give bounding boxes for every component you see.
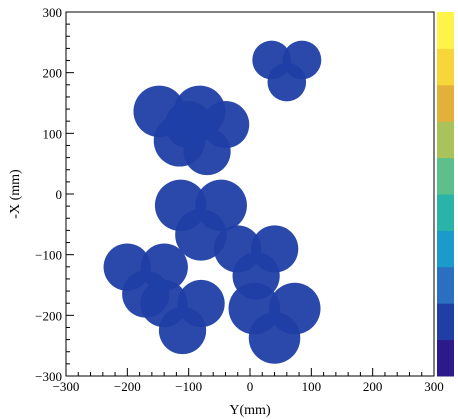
colorbar-segment xyxy=(437,303,454,341)
y-tick-label: 200 xyxy=(43,66,63,81)
colorbar-segment xyxy=(437,48,454,86)
x-tick-label: 0 xyxy=(247,379,254,394)
x-tick-label: −200 xyxy=(114,379,141,394)
hit-cluster-7 xyxy=(140,279,225,355)
colorbar xyxy=(437,12,454,377)
data-layer xyxy=(103,40,322,364)
y-tick-label: 300 xyxy=(43,5,63,20)
colorbar-segment xyxy=(437,157,454,195)
hit-cluster-8-lobe-3 xyxy=(248,312,301,364)
x-tick-label: 100 xyxy=(302,379,322,394)
y-axis: 300 200 100 0 −100 −200 −300 xyxy=(35,5,74,384)
y-tick-label: 0 xyxy=(56,187,63,202)
hit-cluster-1 xyxy=(252,40,322,102)
hit-cluster-4-lobe-3 xyxy=(175,209,227,261)
colorbar-segment xyxy=(437,266,454,304)
y-tick-label: 100 xyxy=(43,126,63,141)
y-tick-label: −300 xyxy=(35,369,62,384)
colorbar-segment xyxy=(437,194,454,231)
colorbar-segment xyxy=(437,12,454,49)
hit-cluster-1-lobe-3 xyxy=(267,62,307,102)
x-tick-label: −300 xyxy=(53,379,80,394)
colorbar-segment xyxy=(437,84,454,122)
x-tick-label: −100 xyxy=(175,379,202,394)
y-tick-label: −200 xyxy=(35,308,62,323)
hit-cluster-4 xyxy=(154,179,247,261)
y-axis-title: -X (mm) xyxy=(8,169,23,219)
hit-cluster-7-lobe-3 xyxy=(158,306,207,355)
colorbar-segment xyxy=(437,339,454,377)
x-axis-title: Y(mm) xyxy=(229,403,271,418)
x-tick-label: 300 xyxy=(424,379,444,394)
colorbar-segment xyxy=(437,121,454,159)
x-tick-label: 200 xyxy=(363,379,383,394)
hit-cluster-8 xyxy=(228,282,321,364)
hit-cluster-3-lobe-3 xyxy=(183,127,231,176)
colorbar-segment xyxy=(437,230,454,268)
hit-cluster-3 xyxy=(164,100,250,176)
y-tick-label: −100 xyxy=(35,248,62,263)
x-axis: −300 −200 −100 0 100 200 300 xyxy=(53,368,444,394)
